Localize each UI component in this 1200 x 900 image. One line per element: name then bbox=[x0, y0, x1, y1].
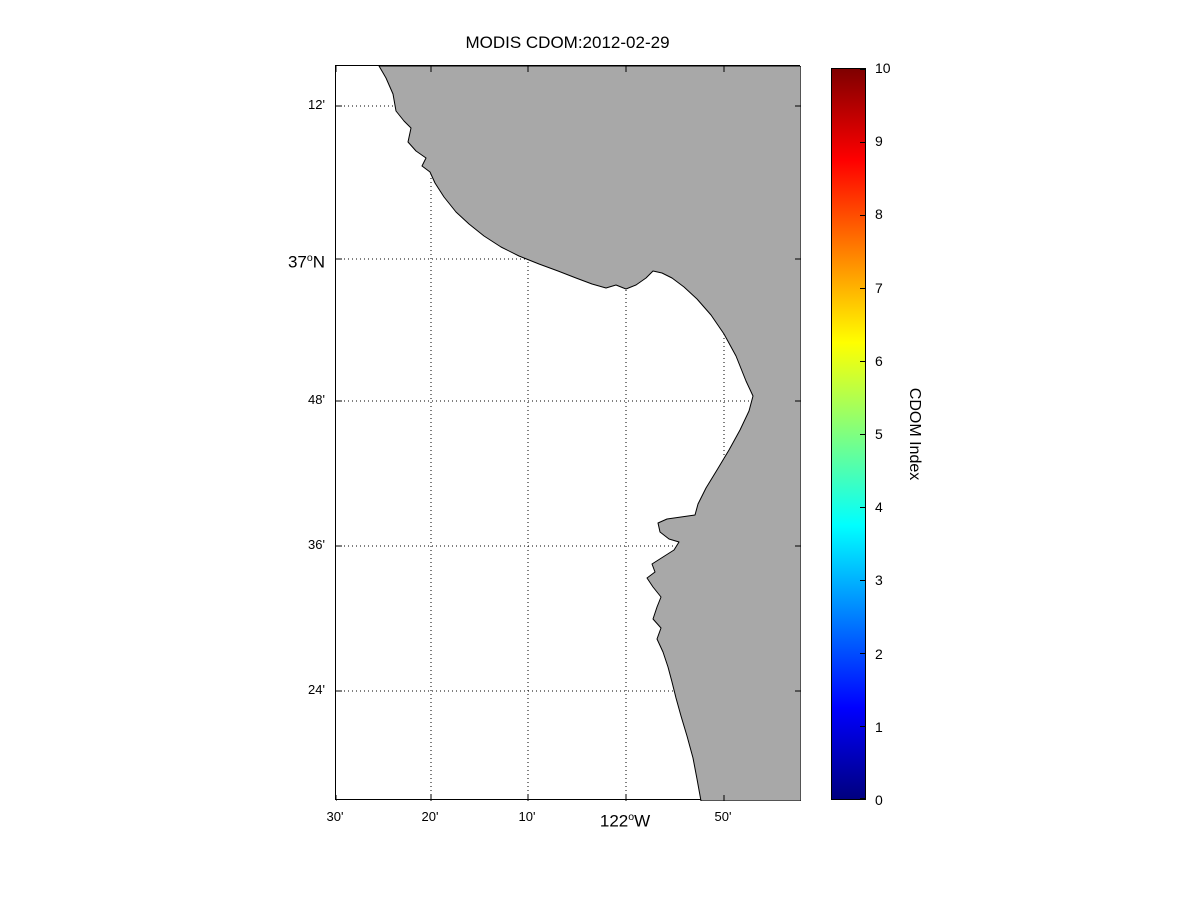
colorbar-tick-mark bbox=[860, 69, 865, 70]
y-tick-label: 36' bbox=[308, 537, 325, 552]
map-plot-area bbox=[335, 65, 801, 801]
y-tick-label: 37oN bbox=[287, 252, 325, 272]
colorbar-tick-mark bbox=[860, 215, 865, 216]
colorbar-tick-mark bbox=[860, 507, 865, 508]
x-tick-label: 20' bbox=[421, 809, 439, 824]
colorbar-tick-label: 10 bbox=[875, 60, 891, 76]
x-tick-label: 50' bbox=[714, 809, 732, 824]
plot-title: MODIS CDOM:2012-02-29 bbox=[465, 33, 670, 52]
colorbar-tick-label: 6 bbox=[875, 352, 883, 369]
colorbar-tick-mark bbox=[860, 434, 865, 435]
colorbar-tick-label: 3 bbox=[875, 572, 883, 589]
colorbar-tick-mark bbox=[860, 288, 865, 289]
colorbar-tick-label: 9 bbox=[875, 133, 883, 150]
colorbar-tick-label: 7 bbox=[875, 279, 883, 296]
colorbar-tick-mark bbox=[860, 580, 865, 581]
colorbar-title: CDOM Index bbox=[906, 387, 923, 481]
colorbar-tick-mark bbox=[860, 361, 865, 362]
y-tick-label: 24' bbox=[308, 682, 325, 697]
x-tick-label: 122oW bbox=[599, 811, 651, 831]
colorbar-tick-label: 4 bbox=[875, 499, 883, 516]
map-canvas bbox=[336, 66, 801, 801]
y-tick-label: 12' bbox=[308, 97, 325, 112]
colorbar-tick-label: 5 bbox=[875, 426, 883, 442]
colorbar-tick-label: 8 bbox=[875, 206, 883, 223]
colorbar bbox=[831, 68, 866, 800]
y-tick-label: 48' bbox=[308, 392, 325, 407]
colorbar-tick-mark bbox=[860, 726, 865, 727]
colorbar-tick-label: 0 bbox=[875, 792, 883, 808]
x-tick-label: 30' bbox=[326, 809, 344, 824]
x-tick-label: 10' bbox=[518, 809, 536, 824]
colorbar-tick-mark bbox=[860, 653, 865, 654]
colorbar-tick-label: 2 bbox=[875, 645, 883, 662]
colorbar-tick-mark bbox=[860, 142, 865, 143]
land-polygon bbox=[378, 66, 801, 801]
colorbar-tick-mark bbox=[860, 798, 865, 799]
colorbar-tick-label: 1 bbox=[875, 718, 883, 735]
